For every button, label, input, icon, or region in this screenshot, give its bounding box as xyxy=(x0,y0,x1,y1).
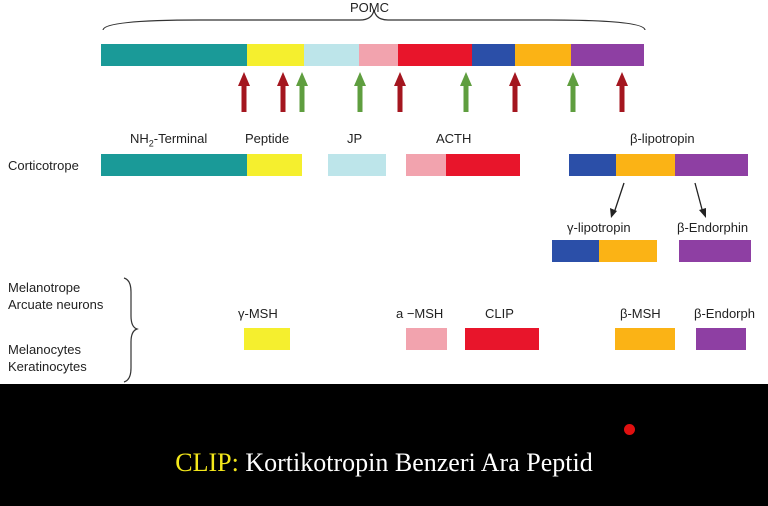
cleavage-arrow-shaft xyxy=(512,84,518,112)
split-arrow-left-head xyxy=(610,208,617,218)
pomc-seg-alpha-msh xyxy=(359,44,398,66)
cleavage-arrow-head xyxy=(394,72,406,86)
pomc-brace xyxy=(102,9,646,31)
cleavage-arrow-shaft xyxy=(280,84,286,112)
cort-seg-peptide xyxy=(247,154,302,176)
red-dot xyxy=(624,424,635,435)
gamma-lph-orange xyxy=(599,240,657,262)
cleavage-arrow-head xyxy=(616,72,628,86)
pomc-seg-gamma-lph xyxy=(472,44,515,66)
pomc-seg-beta-endorphin xyxy=(571,44,644,66)
pomc-seg-peptide xyxy=(247,44,304,66)
clip-bar xyxy=(465,328,539,350)
cort-seg-jp xyxy=(328,154,386,176)
row-label-arcuate: Arcuate neurons xyxy=(8,297,104,312)
cleavage-arrow-shaft xyxy=(397,84,403,112)
beta-msh-bar xyxy=(615,328,675,350)
cleavage-arrow-shaft xyxy=(357,84,363,112)
caption-highlight: CLIP: xyxy=(175,448,239,477)
label-clip: CLIP xyxy=(485,306,514,321)
cleavage-arrow-head xyxy=(509,72,521,86)
cort-seg-nh2-terminal xyxy=(101,154,247,176)
label-beta-endorph: β-Endorph xyxy=(694,306,755,321)
split-arrow-left xyxy=(613,182,625,214)
cleavage-arrow-shaft xyxy=(463,84,469,112)
cleavage-arrow-head xyxy=(238,72,250,86)
cleavage-arrow-head xyxy=(277,72,289,86)
cleavage-arrow-shaft xyxy=(299,84,305,112)
cleavage-arrow-shaft xyxy=(619,84,625,112)
cleavage-arrow-head xyxy=(567,72,579,86)
pomc-seg-clip xyxy=(398,44,472,66)
beta-endorphin-bar xyxy=(679,240,751,262)
caption-text: Kortikotropin Benzeri Ara Peptid xyxy=(238,448,593,477)
cleavage-arrow-shaft xyxy=(570,84,576,112)
label-peptide: Peptide xyxy=(245,131,290,146)
cort-seg-acth-alpha xyxy=(406,154,446,176)
cort-seg-lph-blue xyxy=(569,154,616,176)
alpha-msh-bar xyxy=(406,328,447,350)
pomc-title: POMC xyxy=(350,0,389,15)
pomc-diagram: POMC Corticotrope NH2-Terminal Peptide J… xyxy=(0,0,768,384)
split-arrow-right-head xyxy=(699,208,706,218)
label-beta-msh: β-MSH xyxy=(620,306,661,321)
cleavage-arrow-head xyxy=(460,72,472,86)
pomc-seg-jp xyxy=(304,44,359,66)
cort-seg-lph-orange xyxy=(616,154,675,176)
pomc-seg-beta-msh xyxy=(515,44,571,66)
cleavage-arrow-shaft xyxy=(241,84,247,112)
cort-seg-acth-clip xyxy=(446,154,520,176)
row-label-melanocytes: Melanocytes xyxy=(8,342,81,357)
cleavage-arrow-head xyxy=(354,72,366,86)
label-gamma-msh: γ-MSH xyxy=(238,306,278,321)
label-gamma-lipotropin: γ-lipotropin xyxy=(567,220,631,235)
beta-endorph-bar xyxy=(696,328,746,350)
label-jp: JP xyxy=(347,131,363,146)
cleavage-arrow-head xyxy=(296,72,308,86)
label-beta-endorphin: β-Endorphin xyxy=(677,220,749,235)
split-arrow-right xyxy=(694,182,704,214)
label-beta-lipotropin: β-lipotropin xyxy=(630,131,695,146)
gamma-msh-bar xyxy=(244,328,290,350)
label-nh2-terminal: NH2-Terminal xyxy=(130,131,208,149)
diagram-graphics xyxy=(102,9,706,383)
label-acth: ACTH xyxy=(436,131,472,146)
row-label-keratinocytes: Keratinocytes xyxy=(8,359,87,374)
caption: CLIP: Kortikotropin Benzeri Ara Peptid xyxy=(0,448,768,478)
row-label-melanotrope: Melanotrope xyxy=(8,280,81,295)
cort-seg-lph-purple xyxy=(675,154,748,176)
label-alpha-msh: a −MSH xyxy=(396,306,444,321)
cell-type-brace xyxy=(123,277,139,383)
gamma-lph-blue xyxy=(552,240,599,262)
row-label-corticotrope: Corticotrope xyxy=(8,158,79,173)
pomc-seg-nh2-terminal xyxy=(101,44,247,66)
